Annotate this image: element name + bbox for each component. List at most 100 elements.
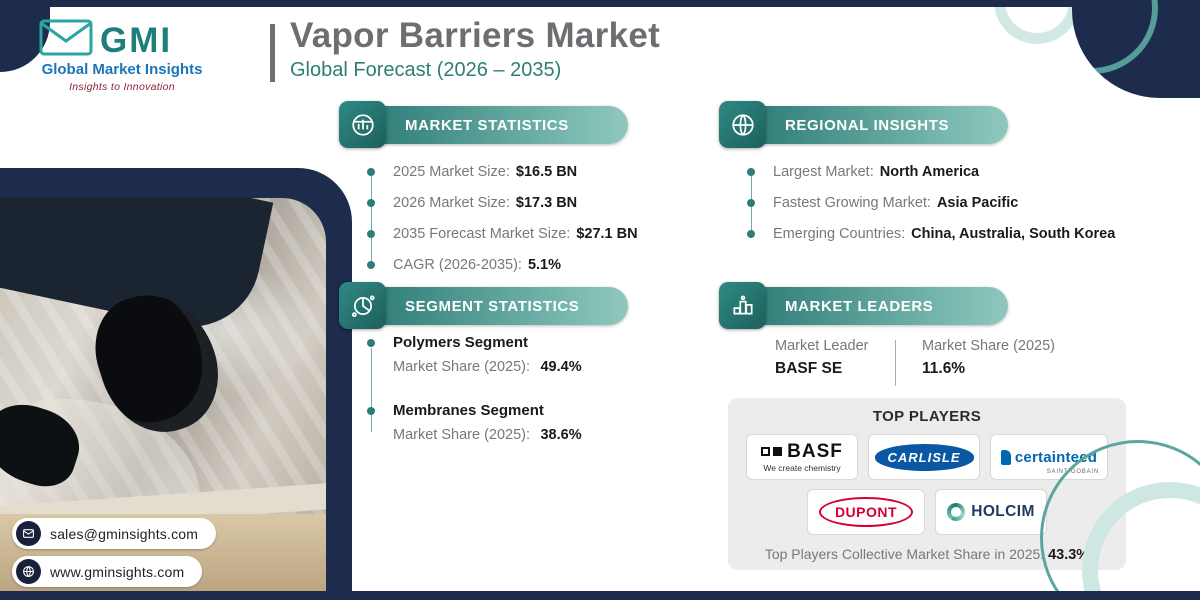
- brand-block: GMI Global Market Insights Insights to I…: [0, 12, 244, 93]
- basf-square-outline-icon: [761, 446, 771, 456]
- bullet-dot: [367, 260, 375, 269]
- holcim-logo: HOLCIM: [935, 489, 1047, 535]
- holcim-ring-icon: [947, 503, 966, 521]
- market-leaders-icon: [719, 282, 766, 329]
- leader-divider: [894, 340, 896, 386]
- regional-insights-list: Largest Market: North America Fastest Gr…: [747, 156, 1192, 249]
- bullet-connector: [370, 348, 372, 432]
- stat-label: 2026 Market Size:: [393, 194, 510, 211]
- top-players-row-1: BASF We create chemistry CARLISLE certai…: [728, 434, 1126, 480]
- market-leaders-title: MARKET LEADERS: [785, 297, 934, 315]
- stat-label: 2025 Market Size:: [393, 163, 510, 180]
- market-leader-summary: Market Leader BASF SE Market Share (2025…: [745, 338, 1055, 386]
- segment-statistics-header: SEGMENT STATISTICS: [339, 282, 628, 329]
- page-title: Vapor Barriers Market: [290, 16, 661, 55]
- frame-top-edge: [0, 0, 1200, 7]
- bullet-dot: [367, 229, 375, 238]
- stat-value: Asia Pacific: [936, 194, 1019, 211]
- regional-insights-title: REGIONAL INSIGHTS: [785, 116, 950, 134]
- stat-value: $17.3 BN: [515, 194, 578, 211]
- regional-insights-icon: [719, 101, 766, 148]
- market-statistics-icon: [339, 101, 386, 148]
- bullet-dot: [367, 198, 375, 207]
- top-players-row-2: DUPONT HOLCIM: [728, 489, 1126, 535]
- leader-label: Market Leader: [775, 338, 869, 354]
- stat-label: Emerging Countries:: [773, 225, 906, 242]
- stat-value: 5.1%: [527, 256, 562, 273]
- dupont-logo: DUPONT: [807, 489, 925, 535]
- segment-group: Polymers Segment Market Share (2025): 49…: [367, 334, 667, 376]
- basf-tagline: We create chemistry: [763, 462, 841, 473]
- stat-row: 2026 Market Size: $17.3 BN: [367, 187, 667, 218]
- stat-label: 2035 Forecast Market Size:: [393, 225, 571, 242]
- collective-share-label: Top Players Collective Market Share in 2…: [764, 546, 1045, 562]
- regional-insights-header: REGIONAL INSIGHTS: [719, 101, 1008, 148]
- contact-email-pill[interactable]: sales@gminsights.com: [12, 518, 217, 549]
- stat-row: CAGR (2026-2035): 5.1%: [367, 249, 667, 280]
- holcim-name: HOLCIM: [971, 503, 1035, 520]
- stat-label: Market Share (2025):: [393, 359, 531, 375]
- dupont-name: DUPONT: [818, 497, 914, 527]
- stat-row: Emerging Countries: China, Australia, So…: [747, 218, 1192, 249]
- stat-value: 49.4%: [540, 359, 582, 375]
- brand-tagline: Insights to Innovation: [69, 81, 175, 93]
- page-subtitle: Global Forecast (2026 – 2035): [290, 59, 562, 81]
- segment-name: Polymers Segment: [393, 334, 529, 351]
- contact-block: sales@gminsights.com www.gminsights.com: [12, 518, 217, 587]
- market-leaders-header: MARKET LEADERS: [719, 282, 1008, 329]
- basf-square-fill-icon: [773, 446, 783, 456]
- segment-statistics-list: Polymers Segment Market Share (2025): 49…: [367, 334, 667, 470]
- stat-row: 2025 Market Size: $16.5 BN: [367, 156, 667, 187]
- email-icon: [16, 521, 41, 546]
- stat-row: Fastest Growing Market: Asia Pacific: [747, 187, 1192, 218]
- page-header: Vapor Barriers Market Global Forecast (2…: [270, 16, 661, 82]
- bullet-dot: [367, 167, 375, 176]
- gmi-logo-text: GMI: [100, 21, 172, 60]
- gmi-logo-icon: GMI: [0, 12, 244, 60]
- segment-group: Membranes Segment Market Share (2025): 3…: [367, 402, 667, 444]
- stat-row: 2035 Forecast Market Size: $27.1 BN: [367, 218, 667, 249]
- frame-corner-top-right: [1072, 0, 1200, 98]
- bullet-connector: [370, 171, 372, 265]
- segment-name: Membranes Segment: [393, 402, 544, 419]
- bullet-dot: [367, 407, 375, 415]
- globe-icon: [16, 559, 41, 584]
- contact-website: www.gminsights.com: [50, 563, 185, 580]
- top-players-title: TOP PLAYERS: [872, 408, 982, 425]
- stat-value: North America: [879, 163, 980, 180]
- basf-name: BASF: [787, 440, 843, 462]
- bullet-dot: [747, 198, 755, 207]
- stat-label: Market Share (2025):: [393, 427, 531, 443]
- market-statistics-list: 2025 Market Size: $16.5 BN 2026 Market S…: [367, 156, 667, 280]
- market-statistics-title: MARKET STATISTICS: [405, 116, 569, 134]
- stat-value: China, Australia, South Korea: [911, 225, 1116, 242]
- bullet-dot: [367, 339, 375, 347]
- decorative-arc-bottom-right-teal: [1040, 440, 1200, 600]
- stat-label: Fastest Growing Market:: [773, 194, 931, 211]
- title-divider: [270, 24, 275, 82]
- share-value: 11.6%: [922, 360, 966, 377]
- market-share-col: Market Share (2025) 11.6%: [922, 338, 1055, 378]
- certainteed-mark-icon: [1000, 449, 1011, 465]
- bullet-dot: [747, 229, 755, 238]
- bullet-dot: [747, 167, 755, 176]
- carlisle-logo: CARLISLE: [868, 434, 980, 480]
- carlisle-name: CARLISLE: [874, 443, 974, 471]
- share-label: Market Share (2025): [922, 338, 1055, 354]
- market-statistics-header: MARKET STATISTICS: [339, 101, 628, 148]
- market-leader-col: Market Leader BASF SE: [775, 338, 869, 378]
- segment-share: Market Share (2025): 38.6%: [393, 426, 667, 444]
- stat-value: $16.5 BN: [515, 163, 578, 180]
- contact-website-pill[interactable]: www.gminsights.com: [12, 556, 203, 587]
- segment-share: Market Share (2025): 49.4%: [393, 358, 667, 376]
- segment-statistics-title: SEGMENT STATISTICS: [405, 297, 580, 315]
- stat-value: 38.6%: [540, 427, 582, 443]
- stat-label: Largest Market:: [773, 163, 874, 180]
- contact-email: sales@gminsights.com: [50, 525, 199, 542]
- stat-label: CAGR (2026-2035):: [393, 256, 522, 273]
- segment-statistics-icon: [339, 282, 386, 329]
- frame-bottom-edge: [0, 591, 1200, 600]
- basf-logo: BASF We create chemistry: [746, 434, 858, 480]
- stat-value: $27.1 BN: [576, 225, 638, 242]
